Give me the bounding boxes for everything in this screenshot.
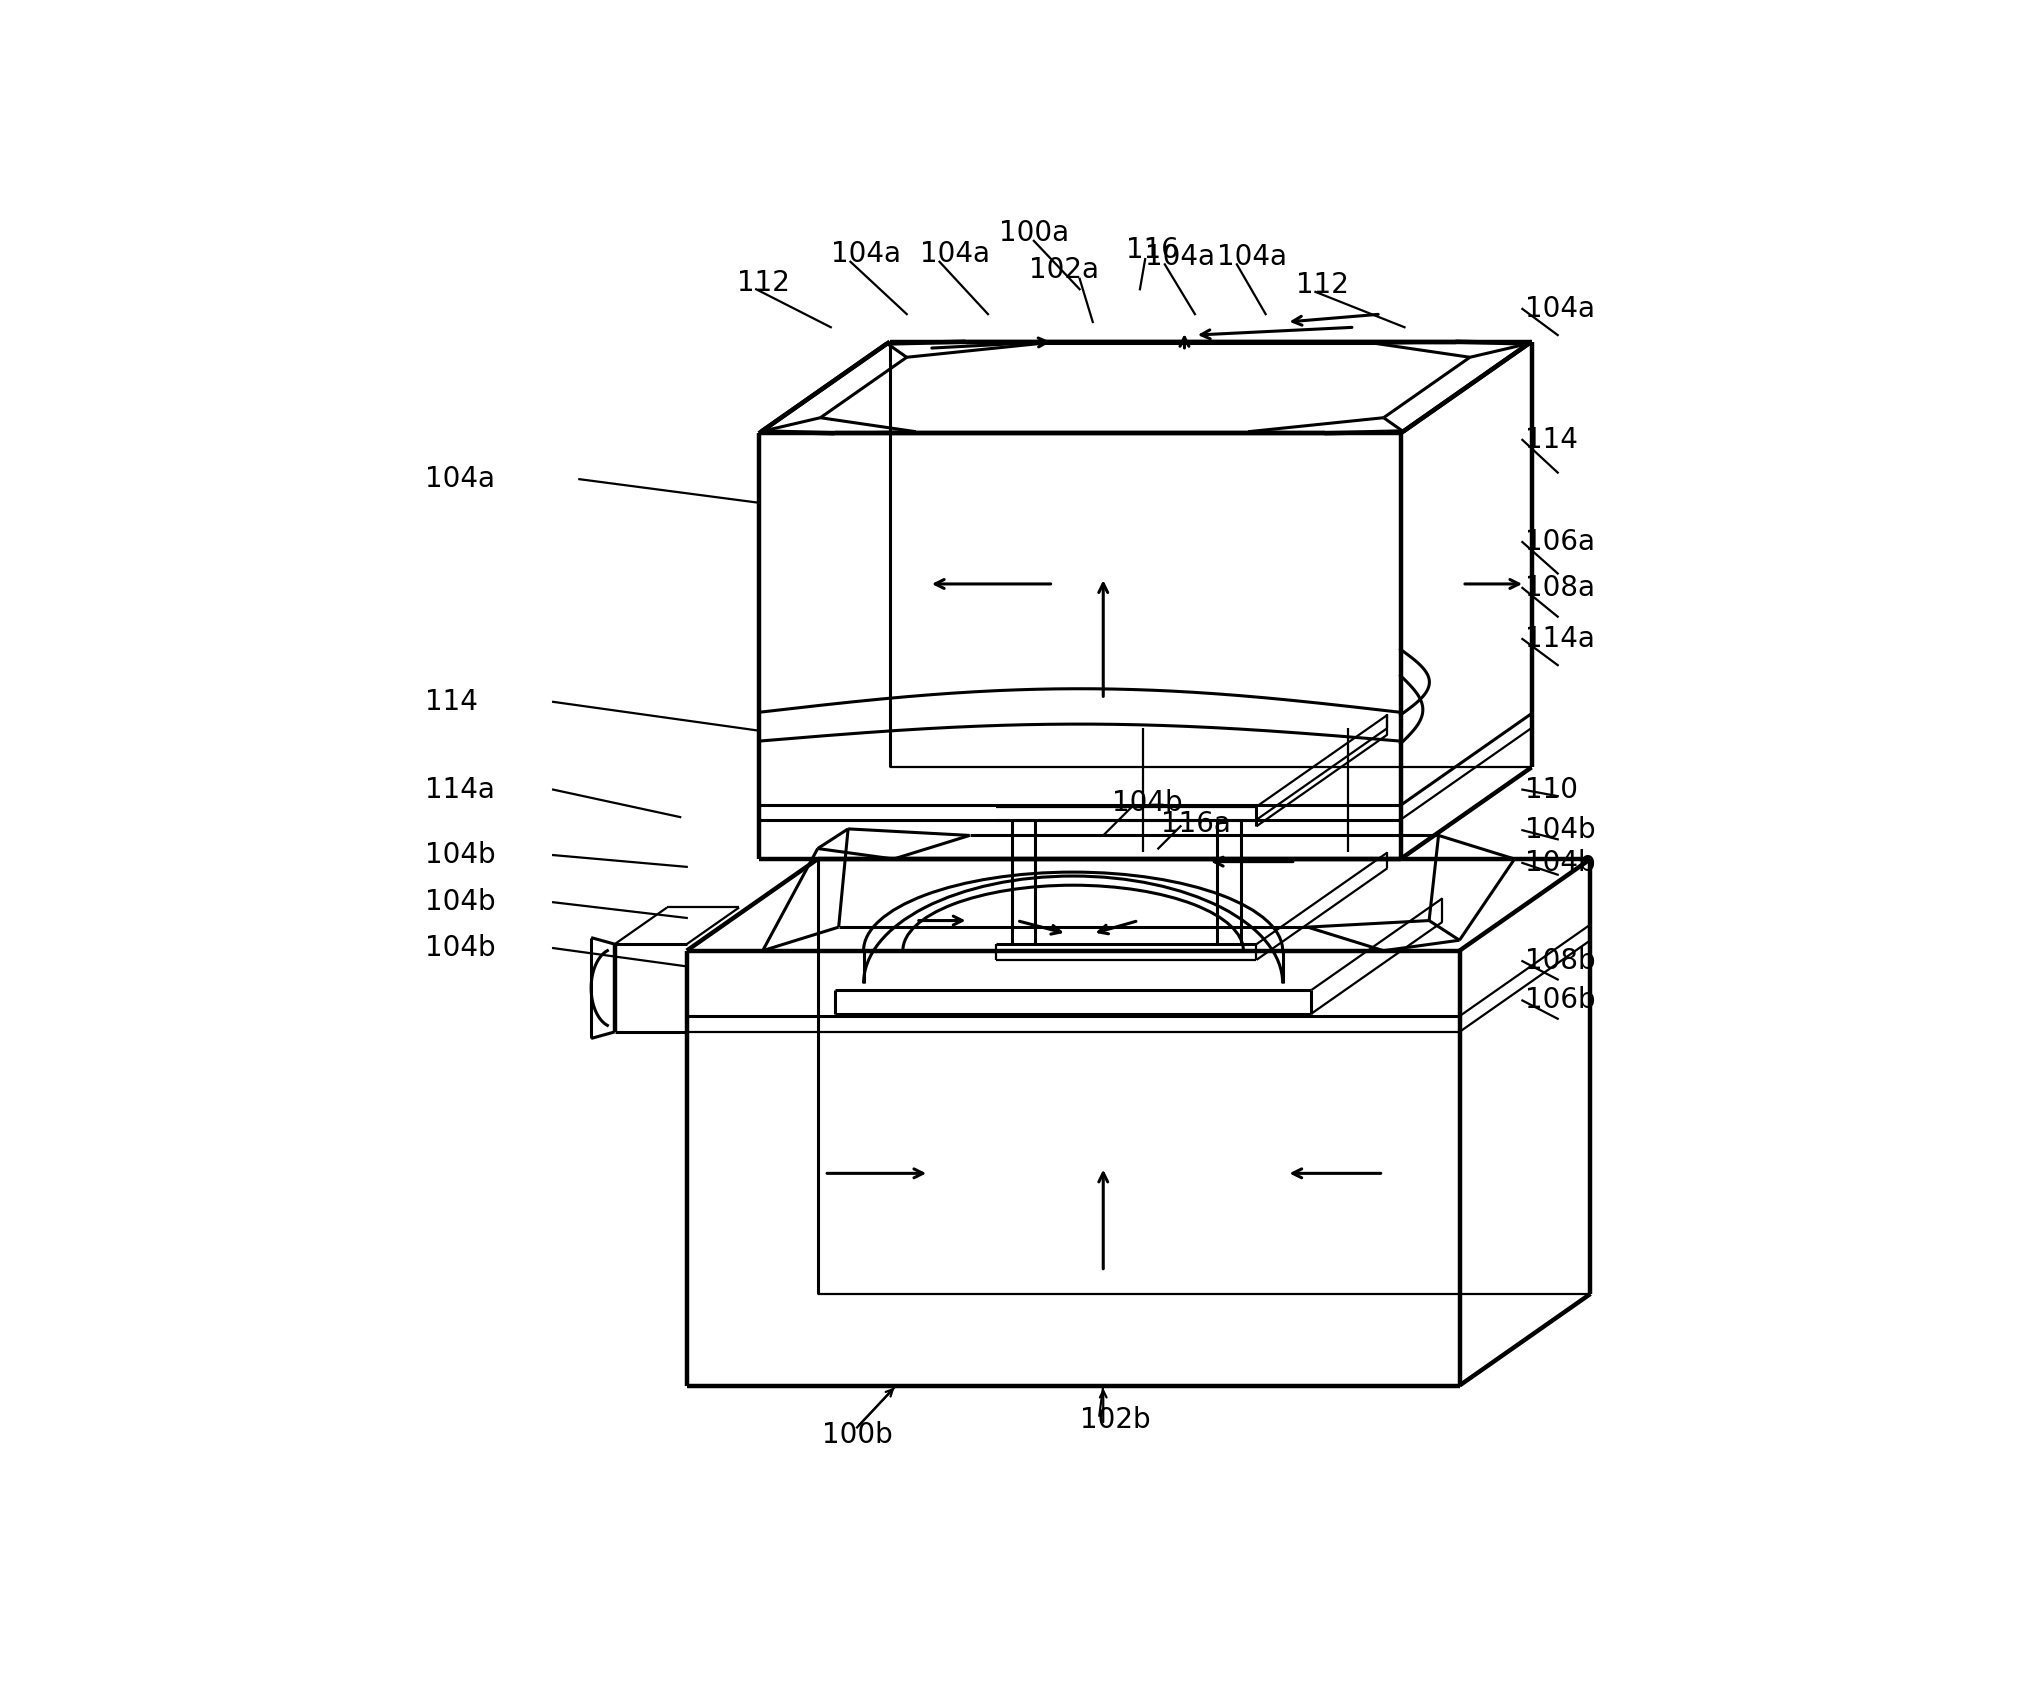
Text: 116a: 116a [1161,810,1230,837]
Text: 114: 114 [424,687,477,716]
Text: 100b: 100b [822,1422,893,1449]
Text: 108b: 108b [1525,947,1596,975]
Text: 104b: 104b [1112,789,1183,816]
Text: 104a: 104a [920,240,991,267]
Text: 104b: 104b [1525,816,1596,844]
Text: 104a: 104a [1145,243,1216,270]
Text: 106a: 106a [1525,527,1596,556]
Text: 104b: 104b [424,888,495,917]
Text: 114: 114 [1525,425,1577,454]
Text: 102a: 102a [1029,255,1098,284]
Text: 104a: 104a [424,464,495,493]
Text: 104a: 104a [1525,294,1596,323]
Text: 104b: 104b [424,840,495,869]
Text: 112: 112 [737,269,790,296]
Text: 100a: 100a [999,219,1070,247]
Text: 112: 112 [1295,272,1348,299]
Text: 104b: 104b [424,934,495,963]
Text: 104b: 104b [1525,849,1596,878]
Text: 110: 110 [1525,776,1577,803]
Text: 108a: 108a [1525,573,1596,602]
Text: 102b: 102b [1080,1405,1151,1434]
Text: 104a: 104a [1218,243,1287,270]
Text: 114a: 114a [1525,624,1596,653]
Text: 114a: 114a [424,776,495,803]
Text: 106b: 106b [1525,987,1596,1014]
Text: 116: 116 [1125,236,1177,264]
Text: 104a: 104a [830,240,901,267]
